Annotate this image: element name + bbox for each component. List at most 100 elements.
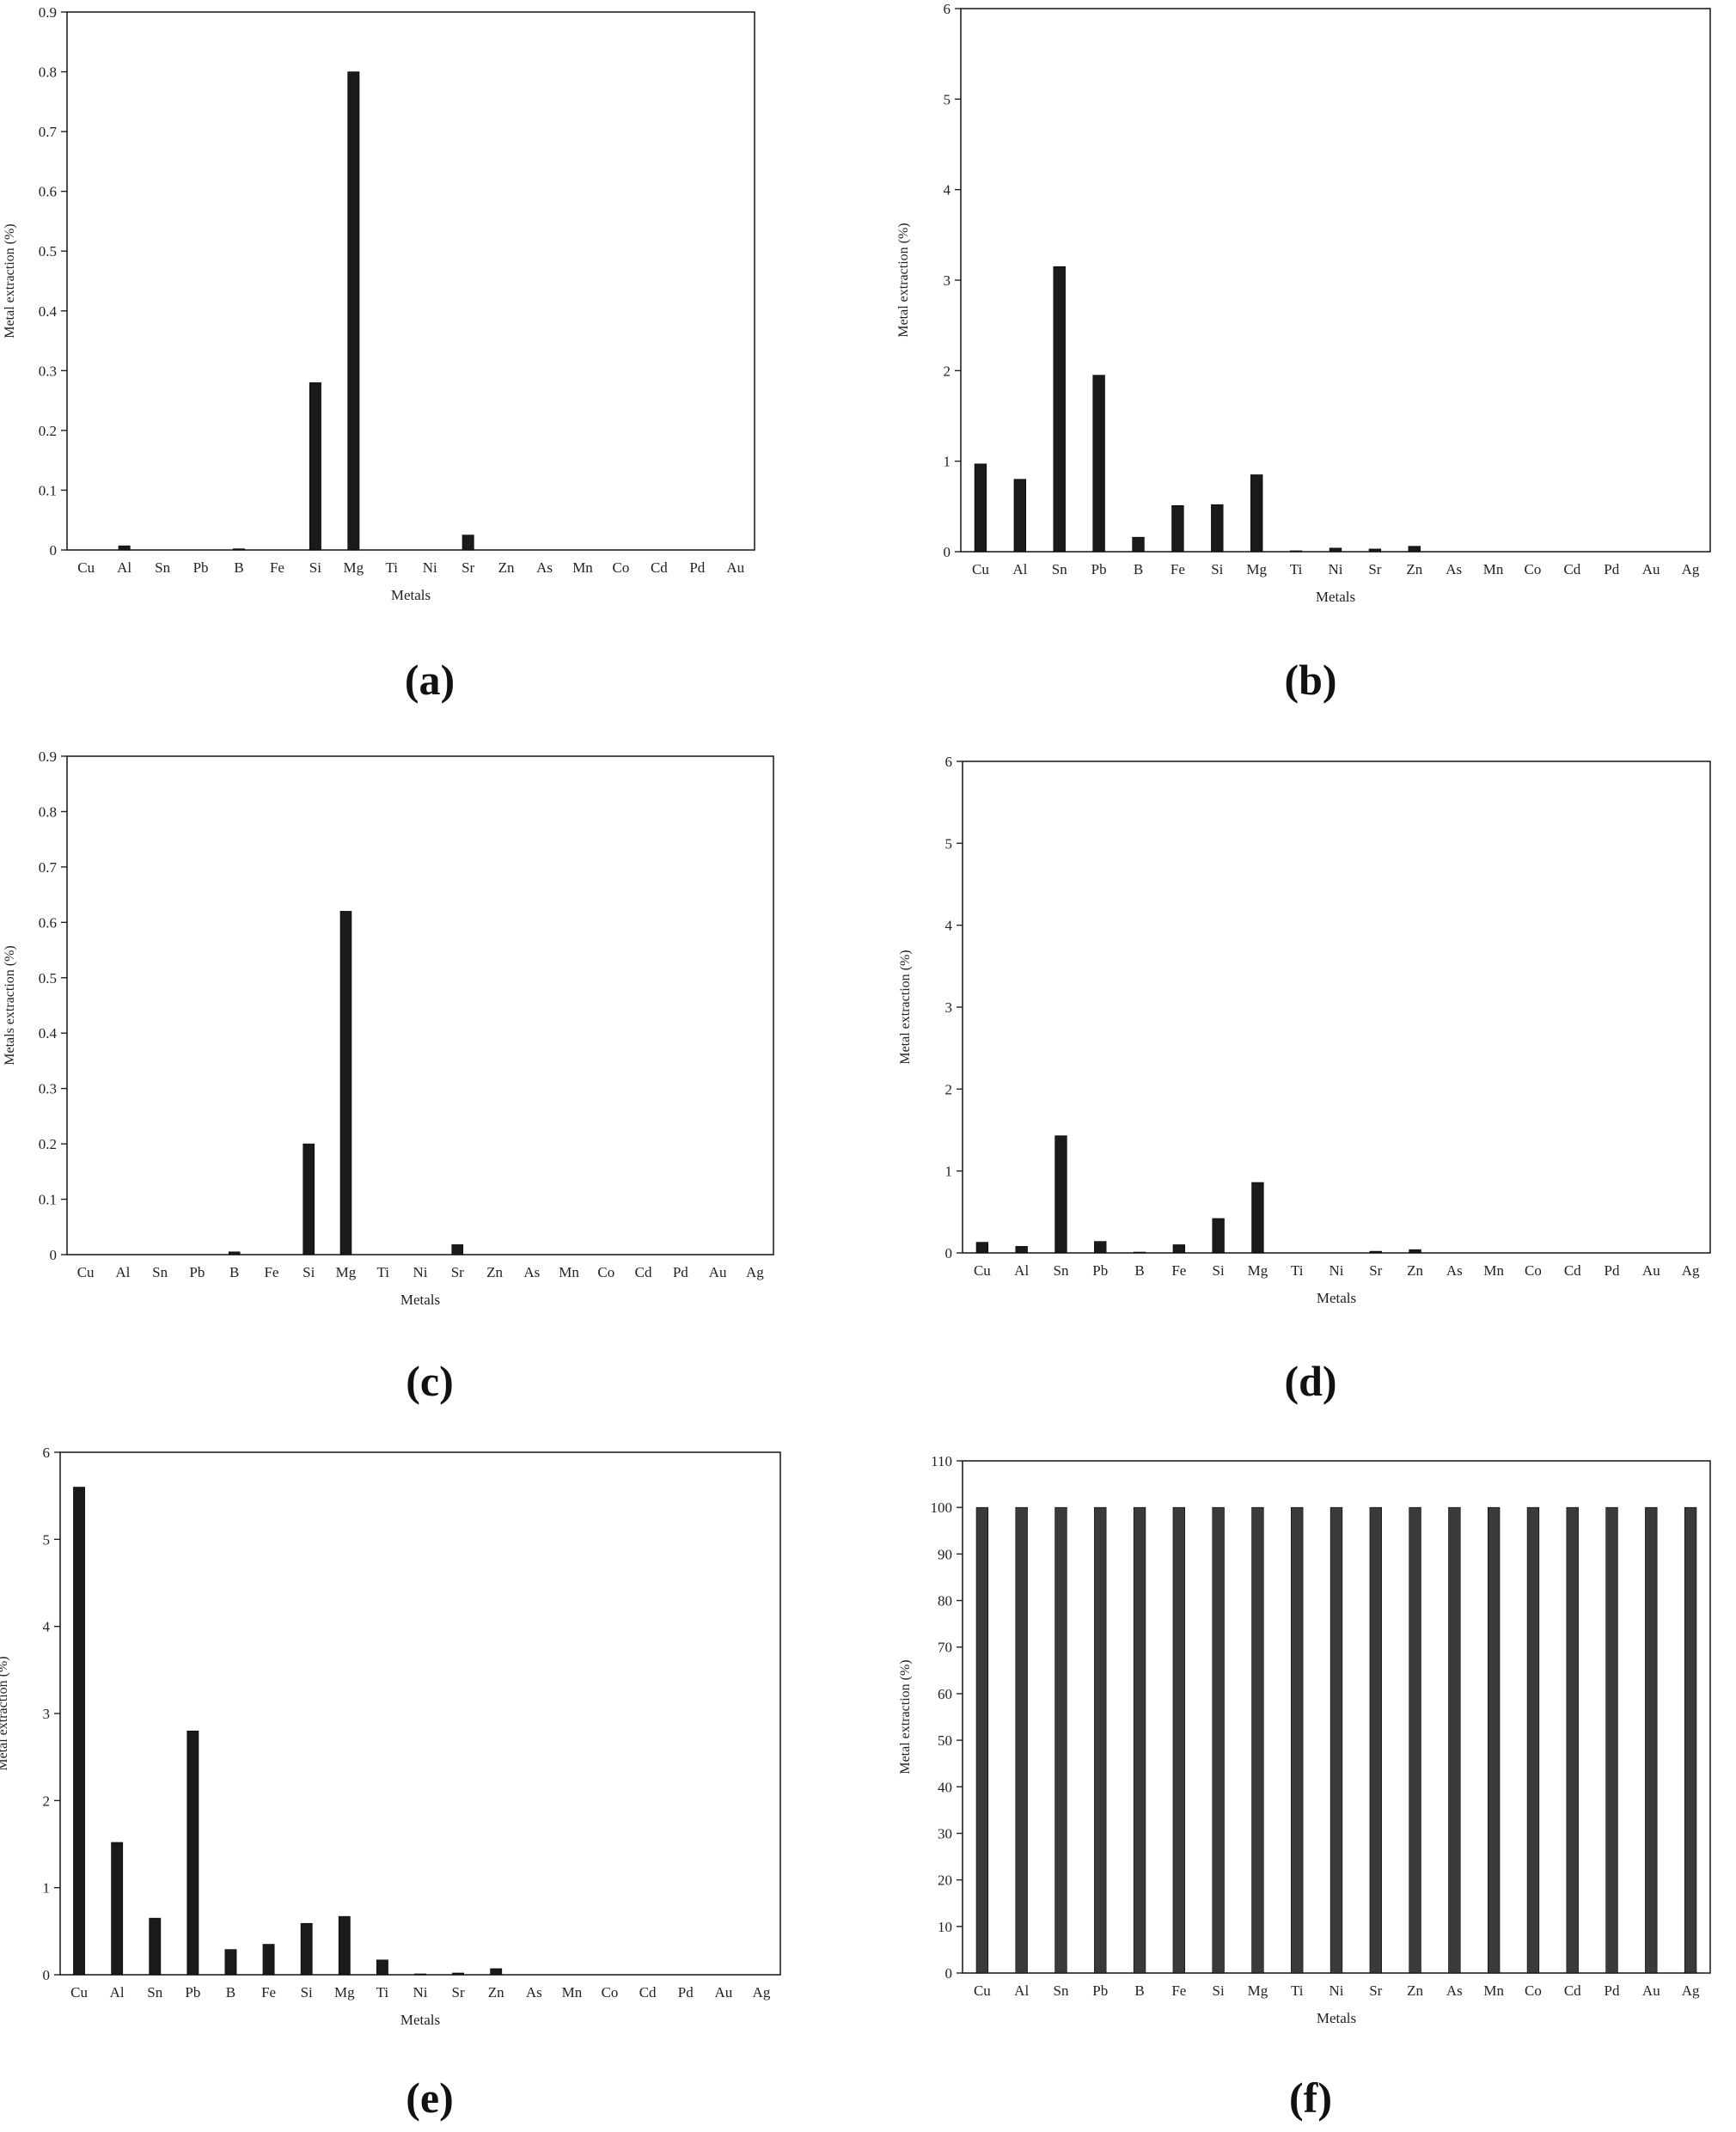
y-tick-label: 0 xyxy=(50,542,58,559)
bar-si xyxy=(1212,1506,1225,1974)
bar-sr xyxy=(462,535,474,551)
y-tick-label: 30 xyxy=(938,1825,952,1842)
bar-al xyxy=(1015,1246,1028,1254)
y-tick-label: 0.2 xyxy=(39,1136,57,1152)
y-tick-label: 4 xyxy=(43,1619,51,1635)
y-axis-label: Metal extraction (%) xyxy=(896,223,911,337)
y-axis-label: Metal extraction (%) xyxy=(3,223,17,338)
bar-ag xyxy=(1684,1506,1697,1974)
y-tick-label: 0.9 xyxy=(39,748,57,765)
x-tick-label: Mg xyxy=(1248,1982,1268,1999)
x-tick-label: B xyxy=(1134,561,1143,577)
x-tick-label: Co xyxy=(613,559,630,576)
x-tick-label: Al xyxy=(117,559,131,576)
x-tick-label: Mn xyxy=(1483,561,1504,577)
y-tick-label: 50 xyxy=(938,1732,952,1749)
x-tick-label: Ag xyxy=(753,1984,771,2001)
x-tick-label: Ag xyxy=(1682,1982,1700,1999)
chart-panel-d: 0 1 2 3 4 5 6 Cu Al Sn Pb B Fe Si Mg Ti Ni Sr Zn As Mn Co Cd Pd… xyxy=(885,739,1736,1444)
x-tick-label: Au xyxy=(1642,1262,1660,1279)
y-tick-label: 1 xyxy=(43,1880,51,1897)
x-tick-label: As xyxy=(1446,1982,1463,1999)
x-tick-label: Pb xyxy=(1092,1262,1108,1279)
x-tick-label: Sr xyxy=(1368,561,1381,577)
x-tick-label: Mn xyxy=(572,559,593,576)
panel-label-b: (b) xyxy=(1284,656,1337,704)
x-tick-label: Sr xyxy=(451,1264,464,1280)
bar-b xyxy=(233,548,245,551)
panel-label-a: (a) xyxy=(404,656,455,704)
x-tick-label: Si xyxy=(309,559,321,576)
y-tick-label: 3 xyxy=(944,272,951,289)
y-tick-label: 0.1 xyxy=(39,482,57,498)
y-tick-label: 20 xyxy=(938,1872,952,1889)
plot-frame xyxy=(66,755,774,1255)
x-tick-label: Fe xyxy=(1171,1982,1186,1999)
x-tick-label: Ag xyxy=(746,1264,764,1280)
bar-mn xyxy=(1487,1506,1501,1974)
x-tick-label: Ti xyxy=(386,559,399,576)
x-tick-label: Au xyxy=(709,1264,727,1280)
chart-a: 0 0.1 0.2 0.3 0.4 0.5 0.6 0.7 0.8 0.9 Cu Al Sn Pb B Fe S… xyxy=(3,4,755,603)
bar-mg xyxy=(347,71,360,551)
x-tick-label: As xyxy=(526,1984,542,2001)
bar-zn xyxy=(1409,1249,1421,1254)
x-tick-label: Sn xyxy=(147,1984,162,2001)
x-tick-label: Pd xyxy=(689,559,705,576)
bar-al xyxy=(118,545,131,551)
chart-c: 0 0.1 0.2 0.3 0.4 0.5 0.6 0.7 0.8 0.9 Cu Al Sn Pb B Fe S… xyxy=(3,748,774,1308)
bar-sr xyxy=(1368,548,1382,553)
x-tick-label: Mg xyxy=(336,1264,357,1280)
chart-d: 0 1 2 3 4 5 6 Cu Al Sn Pb B Fe Si Mg Ti Ni Sr Zn As Mn Co Cd Pd… xyxy=(898,754,1711,1306)
panel-label-c: (c) xyxy=(406,1357,454,1405)
x-tick-label: Ni xyxy=(1330,1982,1344,1999)
y-tick-label: 0 xyxy=(50,1247,58,1263)
bar-b xyxy=(224,1949,237,1976)
x-tick-label: Sr xyxy=(462,559,474,576)
x-tick-label: Co xyxy=(1525,1982,1542,1999)
bar-pb xyxy=(186,1730,199,1976)
x-tick-label: Fe xyxy=(264,1264,278,1280)
bar-zn xyxy=(1408,546,1421,553)
y-tick-label: 0 xyxy=(43,1967,51,1983)
y-tick-label: 0.9 xyxy=(39,4,57,21)
x-tick-label: Mg xyxy=(344,559,364,576)
bar-cd xyxy=(1566,1506,1579,1974)
x-tick-label: Ni xyxy=(1330,1262,1344,1279)
y-tick-label: 0.8 xyxy=(39,64,57,81)
y-axis-label: Metals extraction (%) xyxy=(3,945,17,1066)
x-tick-label: Fe xyxy=(270,559,284,576)
x-tick-label: Cu xyxy=(77,559,95,576)
bar-pd xyxy=(1605,1506,1618,1974)
y-tick-label: 80 xyxy=(938,1593,952,1610)
x-tick-label: Fe xyxy=(261,1984,276,2001)
bar-co xyxy=(1526,1506,1540,1974)
x-tick-label: Cd xyxy=(635,1264,652,1280)
y-tick-label: 0 xyxy=(945,1245,953,1261)
x-tick-label: Cu xyxy=(77,1264,95,1280)
x-tick-label: Si xyxy=(1213,1262,1225,1279)
x-tick-label: As xyxy=(1446,561,1462,577)
bar-fe xyxy=(1172,1506,1186,1974)
x-tick-label: Pb xyxy=(189,1264,205,1280)
y-tick-label: 4 xyxy=(945,918,953,934)
x-tick-label: Cd xyxy=(1564,1262,1581,1279)
x-tick-label: Mn xyxy=(1483,1262,1504,1279)
bar-mg xyxy=(339,911,352,1255)
x-tick-label: Cd xyxy=(1564,1982,1581,1999)
bar-sr xyxy=(451,1244,464,1255)
bar-pb xyxy=(1094,1506,1107,1974)
y-tick-label: 0.4 xyxy=(39,303,58,320)
x-tick-label: Mn xyxy=(562,1984,583,2001)
x-tick-label: Pd xyxy=(1605,1262,1620,1279)
bar-sn xyxy=(1054,1506,1067,1974)
chart-b: 0 1 2 3 4 5 6 Cu Al Sn Pb B Fe Si Mg Ti Ni Sr Zn As Mn Co Cd Pd… xyxy=(896,1,1711,605)
x-tick-label: Pd xyxy=(673,1264,688,1280)
x-tick-label: Pd xyxy=(1604,561,1619,577)
bar-mg xyxy=(338,1915,351,1976)
bar-zn xyxy=(490,1968,503,1976)
bar-sn xyxy=(1053,266,1066,553)
x-tick-label: Cd xyxy=(651,559,668,576)
x-tick-label: Sn xyxy=(155,559,170,576)
chart-panel-c: 0 0.1 0.2 0.3 0.4 0.5 0.6 0.7 0.8 0.9 Cu Al Sn Pb B Fe S… xyxy=(0,739,859,1444)
